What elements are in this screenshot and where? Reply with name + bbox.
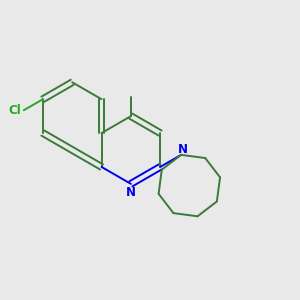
Text: N: N [178, 143, 188, 156]
Text: N: N [126, 186, 136, 199]
Text: Cl: Cl [9, 104, 21, 117]
